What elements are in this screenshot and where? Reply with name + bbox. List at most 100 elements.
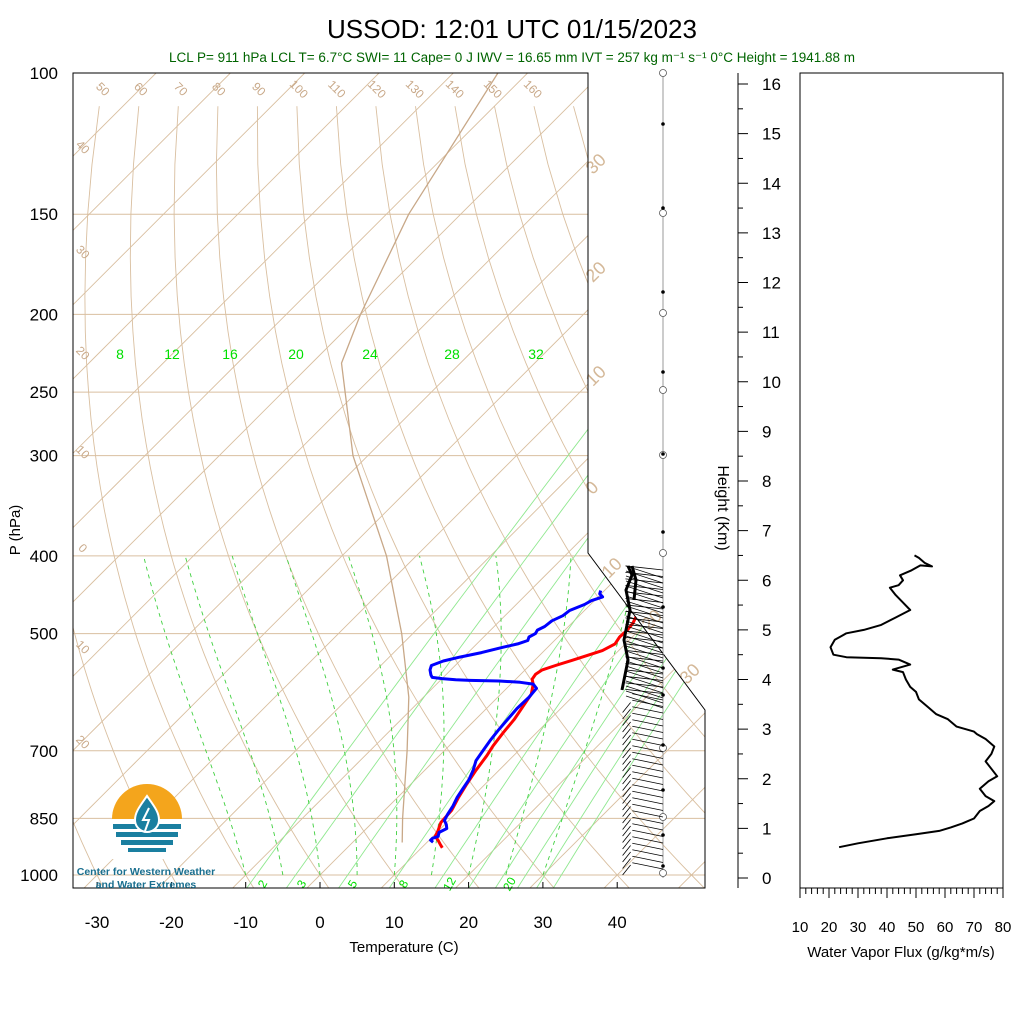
height-tick-label: 1 <box>762 819 771 838</box>
isotherm-left-label: 20 <box>73 343 93 363</box>
wind-barb <box>632 726 663 732</box>
isotherm-line <box>600 73 1024 892</box>
temperature-tick-label: 30 <box>533 913 552 932</box>
chart-title: USSOD: 12:01 UTC 01/15/2023 <box>327 14 697 44</box>
isotherm-left-label: 40 <box>73 137 93 157</box>
skewt-background-lines <box>0 73 1024 892</box>
wind-level-dot <box>661 452 665 456</box>
wind-calm-circle <box>660 387 667 394</box>
wind-barb <box>632 707 663 713</box>
height-tick-label: 8 <box>762 472 771 491</box>
dry-adiabat-label: 140 <box>443 77 467 101</box>
flux-tick-label: 30 <box>850 919 867 936</box>
height-tick-label: 12 <box>762 274 781 293</box>
height-tick-label: 7 <box>762 522 771 541</box>
isotherm-right-label: 20 <box>582 258 610 286</box>
dry-adiabat-label: 60 <box>131 79 151 99</box>
temperature-tick-label: -30 <box>85 913 110 932</box>
logo-text-line1: Center for Western Weather <box>77 866 215 878</box>
flux-tick-label: 50 <box>908 919 925 936</box>
dry-adiabat-label: 100 <box>287 77 311 101</box>
wind-calm-circle <box>660 550 667 557</box>
pressure-tick-label: 250 <box>30 383 58 402</box>
mixing-ratio-line <box>244 356 644 893</box>
height-tick-label: 5 <box>762 621 771 640</box>
pressure-tick-label: 850 <box>30 809 58 828</box>
mixing-ratio-label: 32 <box>528 346 544 362</box>
dry-adiabat-line <box>416 106 859 892</box>
skewt-y-axis-label: P (hPa) <box>7 505 24 556</box>
mixing-ratio-bottom-label: 20 <box>500 874 519 893</box>
flux-profile-line <box>831 555 998 847</box>
wind-level-dot <box>661 122 665 126</box>
dry-adiabat-line <box>495 106 1010 892</box>
temperature-tick-label: 20 <box>459 913 478 932</box>
wind-barb <box>632 739 663 745</box>
wind-barb <box>632 798 663 804</box>
wind-barb <box>632 856 663 862</box>
height-tick-label: 13 <box>762 224 781 243</box>
wind-barb <box>632 824 663 830</box>
mixing-ratio-line <box>336 356 722 893</box>
dry-adiabat-line <box>574 106 1024 892</box>
isotherm-line <box>526 73 1024 892</box>
pressure-tick-label: 400 <box>30 547 58 566</box>
chart-subtitle: LCL P= 911 hPa LCL T= 6.7°C SWI= 11 Cape… <box>169 50 855 65</box>
height-tick-label: 15 <box>762 125 781 144</box>
wind-barb <box>632 804 663 810</box>
wind-level-dot <box>661 206 665 210</box>
mixing-ratio-line <box>387 356 765 893</box>
flux-tick-label: 70 <box>966 919 983 936</box>
temperature-tick-label: 10 <box>385 913 404 932</box>
mixing-ratio-label: 28 <box>444 346 460 362</box>
wind-barb <box>632 772 663 778</box>
dry-adiabat-line <box>38 106 181 892</box>
flux-tick-label: 80 <box>995 919 1012 936</box>
isotherm-line <box>0 73 751 892</box>
wind-level-dot <box>661 290 665 294</box>
wind-calm-circle <box>660 310 667 317</box>
moist-adiabat-line <box>286 556 357 875</box>
wind-barb <box>632 863 663 869</box>
wind-level-dot <box>661 864 665 868</box>
wind-calm-circle <box>660 870 667 877</box>
isotherm-left-label: 30 <box>73 242 93 262</box>
pressure-tick-label: 200 <box>30 305 58 324</box>
flux-tick-label: 20 <box>821 919 838 936</box>
flux-tick-label: 40 <box>879 919 896 936</box>
wind-barb <box>632 720 663 726</box>
dry-adiabat-line <box>130 106 331 892</box>
moist-adiabat-line <box>349 556 397 875</box>
dry-adiabat-label: 150 <box>481 77 505 101</box>
wind-barb <box>626 646 663 658</box>
dry-adiabat-line <box>653 106 1024 892</box>
pressure-tick-label: 500 <box>30 625 58 644</box>
flux-panel-frame <box>800 73 1003 888</box>
mixing-ratio-bottom-label: 12 <box>440 874 459 893</box>
height-tick-label: 9 <box>762 422 771 441</box>
skewt-frame <box>73 73 705 888</box>
pressure-tick-label: 100 <box>30 64 58 83</box>
wind-calm-circle <box>660 210 667 217</box>
temperature-tick-label: -20 <box>159 913 184 932</box>
isotherm-line <box>6 73 825 892</box>
height-tick-label: 4 <box>762 671 771 690</box>
isotherm-left-label: 10 <box>73 442 93 462</box>
wind-level-dot <box>661 530 665 534</box>
dry-adiabat-label: 90 <box>249 79 269 99</box>
mixing-ratio-label: 8 <box>116 346 124 362</box>
temperature-tick-label: 0 <box>315 913 324 932</box>
isotherm-right-label: 30 <box>676 660 704 688</box>
isotherm-line <box>0 73 305 892</box>
dry-adiabat-label: 110 <box>325 77 349 101</box>
isotherm-line <box>0 73 379 892</box>
wind-level-dot <box>661 605 665 609</box>
mixing-ratio-line <box>551 356 902 893</box>
dry-adiabat-line <box>216 106 482 892</box>
dry-adiabat-label: 160 <box>521 77 545 101</box>
mixing-ratio-label: 16 <box>222 346 238 362</box>
mixing-ratio-label: 20 <box>288 346 304 362</box>
wind-level-dot <box>661 788 665 792</box>
